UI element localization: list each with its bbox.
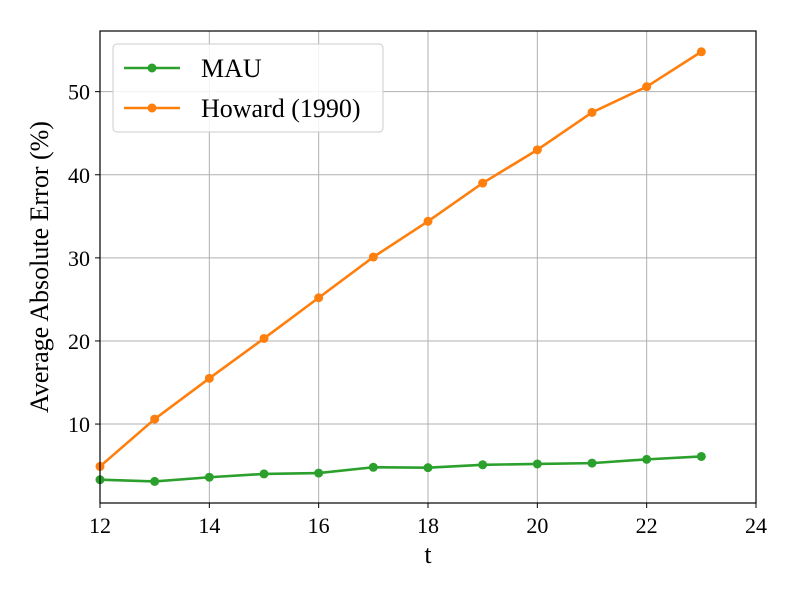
data-point-howard-1990: [587, 107, 597, 117]
data-point-howard-1990: [478, 178, 488, 188]
y-tick-label: 10: [68, 412, 90, 437]
x-tick-label: 12: [89, 513, 111, 538]
data-point-mau: [587, 458, 597, 468]
data-point-howard-1990: [314, 293, 324, 303]
series-layer: [95, 47, 706, 486]
axis-ticks: 12 14 16 18 20 22 24 10 20 30 40 50: [68, 80, 767, 538]
legend-label-mau: MAU: [201, 54, 262, 83]
legend-marker-howard: [147, 103, 157, 113]
legend: MAU Howard (1990): [112, 43, 384, 133]
data-point-howard-1990: [368, 252, 378, 262]
x-tick-label: 24: [745, 513, 767, 538]
data-point-howard-1990: [532, 145, 542, 155]
data-point-mau: [478, 460, 488, 470]
data-point-howard-1990: [423, 216, 433, 226]
series-line-howard-1990: [99, 50, 703, 468]
data-point-mau: [259, 469, 269, 479]
data-point-mau: [204, 472, 214, 482]
x-tick-label: 16: [308, 513, 330, 538]
y-tick-label: 50: [68, 80, 90, 105]
x-tick-label: 14: [198, 513, 220, 538]
x-tick-label: 20: [526, 513, 548, 538]
data-point-mau: [423, 463, 433, 473]
y-tick-label: 30: [68, 246, 90, 271]
data-point-howard-1990: [259, 333, 269, 343]
y-axis-label: Average Absolute Error (%): [25, 121, 54, 413]
legend-label-howard: Howard (1990): [201, 94, 361, 123]
data-point-mau: [532, 459, 542, 469]
data-point-mau: [696, 451, 706, 461]
x-axis-label: t: [424, 540, 432, 569]
data-point-howard-1990: [696, 47, 706, 57]
y-tick-label: 40: [68, 163, 90, 188]
x-tick-label: 18: [417, 513, 439, 538]
legend-marker-mau: [147, 63, 157, 73]
data-point-howard-1990: [150, 414, 160, 424]
data-point-howard-1990: [204, 373, 214, 383]
y-tick-label: 20: [68, 329, 90, 354]
data-point-mau: [642, 454, 652, 464]
legend-box: [112, 43, 384, 133]
data-point-howard-1990: [642, 82, 652, 92]
series-line-mau: [99, 455, 702, 483]
data-point-mau: [368, 462, 378, 472]
x-tick-label: 22: [636, 513, 658, 538]
data-point-mau: [314, 468, 324, 478]
data-point-mau: [150, 476, 160, 486]
